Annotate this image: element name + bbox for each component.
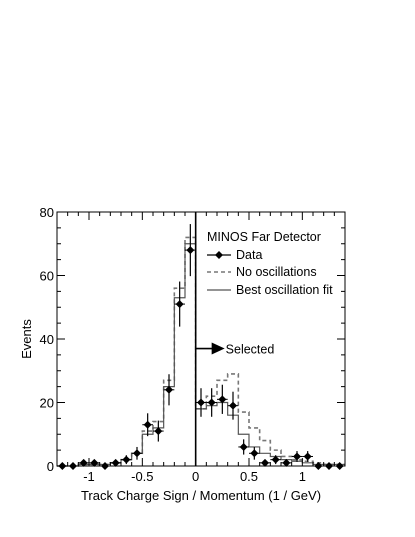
y-tick-label: 40 [40,332,54,347]
y-tick-label: 0 [47,459,54,474]
x-tick-label: 1 [299,469,306,484]
y-tick-label: 60 [40,269,54,284]
x-tick-label: 0 [192,469,199,484]
data-point [154,427,163,436]
data-point [111,458,120,467]
annotation: Selected [195,342,275,357]
legend-title: MINOS Far Detector [207,230,321,244]
selected-label: Selected [226,343,275,357]
selected-arrow-head [211,342,225,355]
y-tick-label: 20 [40,396,54,411]
data-point [293,452,301,461]
data-point [218,395,227,404]
data-point [271,455,280,464]
x-tick-label: -1 [83,469,95,484]
data-point [175,300,184,309]
legend-data-marker [215,251,223,259]
data-point [90,458,99,467]
x-tick-label: 0.5 [240,469,258,484]
legend-data-label: Data [236,248,262,262]
data-point [186,246,195,255]
legend: MINOS Far Detector Data No oscillations Bes… [207,230,333,297]
data-point [282,458,291,467]
data-point [239,442,248,451]
data-point [229,401,237,410]
data-point [261,458,269,467]
data-point [165,385,173,394]
data-point [133,449,141,458]
data-point [303,452,312,461]
x-axis-label: Track Charge Sign / Momentum (1 / GeV) [81,488,321,503]
data-point [79,458,88,467]
legend-fit-label: Best oscillation fit [236,283,333,297]
y-axis-label: Events [19,319,34,359]
data-point [197,398,205,407]
y-tick-label: 80 [40,205,54,220]
x-tick-label: -0.5 [131,469,153,484]
plot-area [57,212,345,470]
data-point [250,449,259,458]
data-point [122,455,131,464]
data-point [143,420,152,429]
plot-frame [56,211,346,467]
axes: -1 -0.5 0 0.5 1 0 20 40 60 80 [40,205,345,484]
data-point [207,398,216,407]
legend-no-osc-label: No oscillations [236,265,317,279]
